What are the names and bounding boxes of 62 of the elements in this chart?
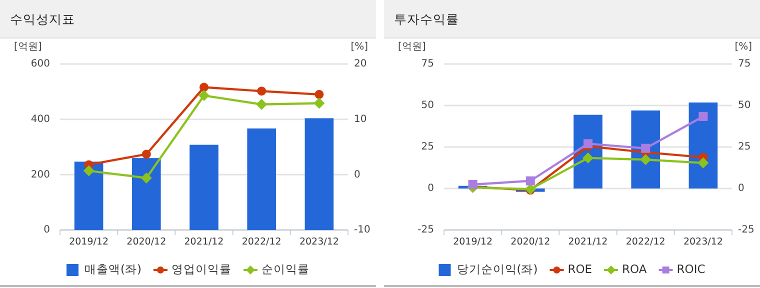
legend-label: ROIC xyxy=(676,262,706,276)
point xyxy=(140,172,152,184)
point xyxy=(198,90,210,102)
legend-label: 매출액(좌) xyxy=(84,262,142,276)
x-tick-label: 2023/12 xyxy=(299,236,339,248)
x-tick-label: 2020/12 xyxy=(510,236,550,248)
y-tick-label: 0 xyxy=(428,183,434,194)
y2-tick-label: 50 xyxy=(738,100,751,112)
y2-tick-label: 0 xyxy=(354,169,360,180)
point xyxy=(698,112,708,121)
point xyxy=(200,82,208,92)
x-tick-label: 2019/12 xyxy=(69,236,109,248)
legend-label: 영업이익률 xyxy=(171,262,232,276)
legend-label: ROA xyxy=(622,262,647,276)
y2label: [%] xyxy=(350,42,368,53)
x-tick-label: 2021/12 xyxy=(184,236,224,248)
point xyxy=(582,152,594,164)
point xyxy=(698,157,709,168)
point xyxy=(314,98,325,109)
point xyxy=(142,150,151,159)
x-tick-label: 2023/12 xyxy=(683,236,723,248)
legend-label: 당기순이익(좌) xyxy=(456,262,538,276)
bar xyxy=(74,162,104,230)
title: 투자수익률 xyxy=(394,11,459,26)
y-tick-label: 200 xyxy=(30,169,50,180)
legend-label: ROE xyxy=(568,262,592,276)
y-tick-label: 50 xyxy=(421,100,434,112)
point xyxy=(526,176,535,186)
point xyxy=(584,139,592,148)
y2-tick-label: 20 xyxy=(354,58,367,70)
point xyxy=(640,154,652,166)
x-tick-label: 2022/12 xyxy=(626,236,666,248)
ylabel: [억원] xyxy=(14,42,42,53)
y-tick-label: 600 xyxy=(30,58,50,70)
x-tick-label: 2019/12 xyxy=(453,236,493,248)
x-tick-label: 2021/12 xyxy=(568,236,608,248)
point xyxy=(641,144,650,153)
point xyxy=(256,98,268,110)
x-tick-label: 2022/12 xyxy=(242,236,282,248)
bar xyxy=(304,118,334,230)
y2-tick-label: 25 xyxy=(738,142,751,153)
y2label: [%] xyxy=(734,42,752,53)
bar xyxy=(132,158,161,230)
y-tick-label: -25 xyxy=(418,224,434,236)
y-tick-label: 400 xyxy=(30,114,50,126)
point xyxy=(83,165,94,176)
point xyxy=(257,86,266,96)
y2-tick-label: 75 xyxy=(738,58,751,70)
y2-tick-label: 0 xyxy=(738,183,744,194)
ylabel: [억원] xyxy=(398,42,426,53)
y-tick-label: 75 xyxy=(421,58,434,70)
y-tick-label: 0 xyxy=(44,224,50,236)
x-tick-label: 2020/12 xyxy=(126,236,166,248)
y2-tick-label: -25 xyxy=(738,224,754,236)
legend-label: 순이익률 xyxy=(261,262,310,276)
y-tick-label: 25 xyxy=(421,142,434,153)
y2-tick-label: 10 xyxy=(354,114,367,126)
point xyxy=(314,90,324,99)
bar xyxy=(190,144,218,230)
bar xyxy=(247,128,276,230)
title: 수익성지표 xyxy=(10,11,75,26)
y2-tick-label: -10 xyxy=(354,224,370,236)
